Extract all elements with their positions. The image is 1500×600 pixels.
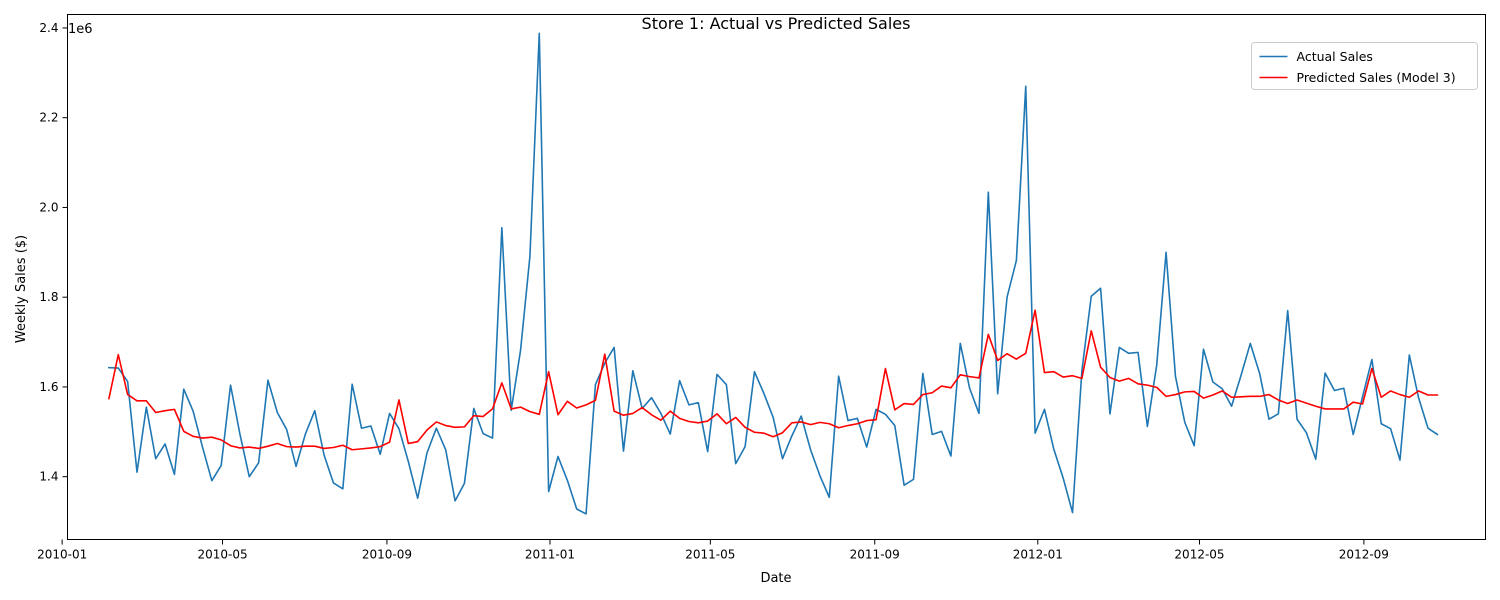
- x-tick-label: 2012-09: [1339, 548, 1389, 562]
- legend-label: Predicted Sales (Model 3): [1297, 70, 1456, 85]
- y-tick-label: 2.0: [39, 200, 58, 214]
- chart-title: Store 1: Actual vs Predicted Sales: [642, 14, 911, 33]
- x-tick-label: 2011-01: [525, 548, 575, 562]
- x-tick-label: 2010-01: [37, 548, 87, 562]
- x-tick-label: 2011-09: [850, 548, 900, 562]
- axis-ticks: 2010-01 2010-05 2010-09 2011-01 2011-05 2011-…: [37, 21, 1389, 562]
- x-tick-label: 2011-05: [685, 548, 735, 562]
- x-tick-label: 2010-05: [197, 548, 247, 562]
- series-layer: [107, 32, 1439, 515]
- x-tick-label: 2010-09: [362, 548, 412, 562]
- legend-label: Actual Sales: [1297, 49, 1373, 64]
- y-tick-label: 1.6: [39, 380, 58, 394]
- series-line-predicted-sales: [107, 309, 1439, 451]
- x-tick-label: 2012-01: [1013, 548, 1063, 562]
- plot-frame: [67, 14, 1486, 540]
- y-tick-label: 1.8: [39, 290, 58, 304]
- y-axis-label: Weekly Sales ($): [14, 235, 29, 343]
- x-axis-label: Date: [760, 571, 791, 586]
- legend-box: [1251, 42, 1478, 90]
- legend: Actual Sales Predicted Sales (Model 3): [1251, 42, 1478, 90]
- y-tick-label: 2.2: [39, 111, 58, 125]
- series-line-actual-sales: [108, 32, 1439, 515]
- x-tick-label: 2012-05: [1174, 548, 1224, 562]
- y-offset-label: 1e6: [68, 22, 93, 37]
- y-tick-label: 1.4: [39, 470, 58, 484]
- y-tick-label: 2.4: [39, 21, 58, 35]
